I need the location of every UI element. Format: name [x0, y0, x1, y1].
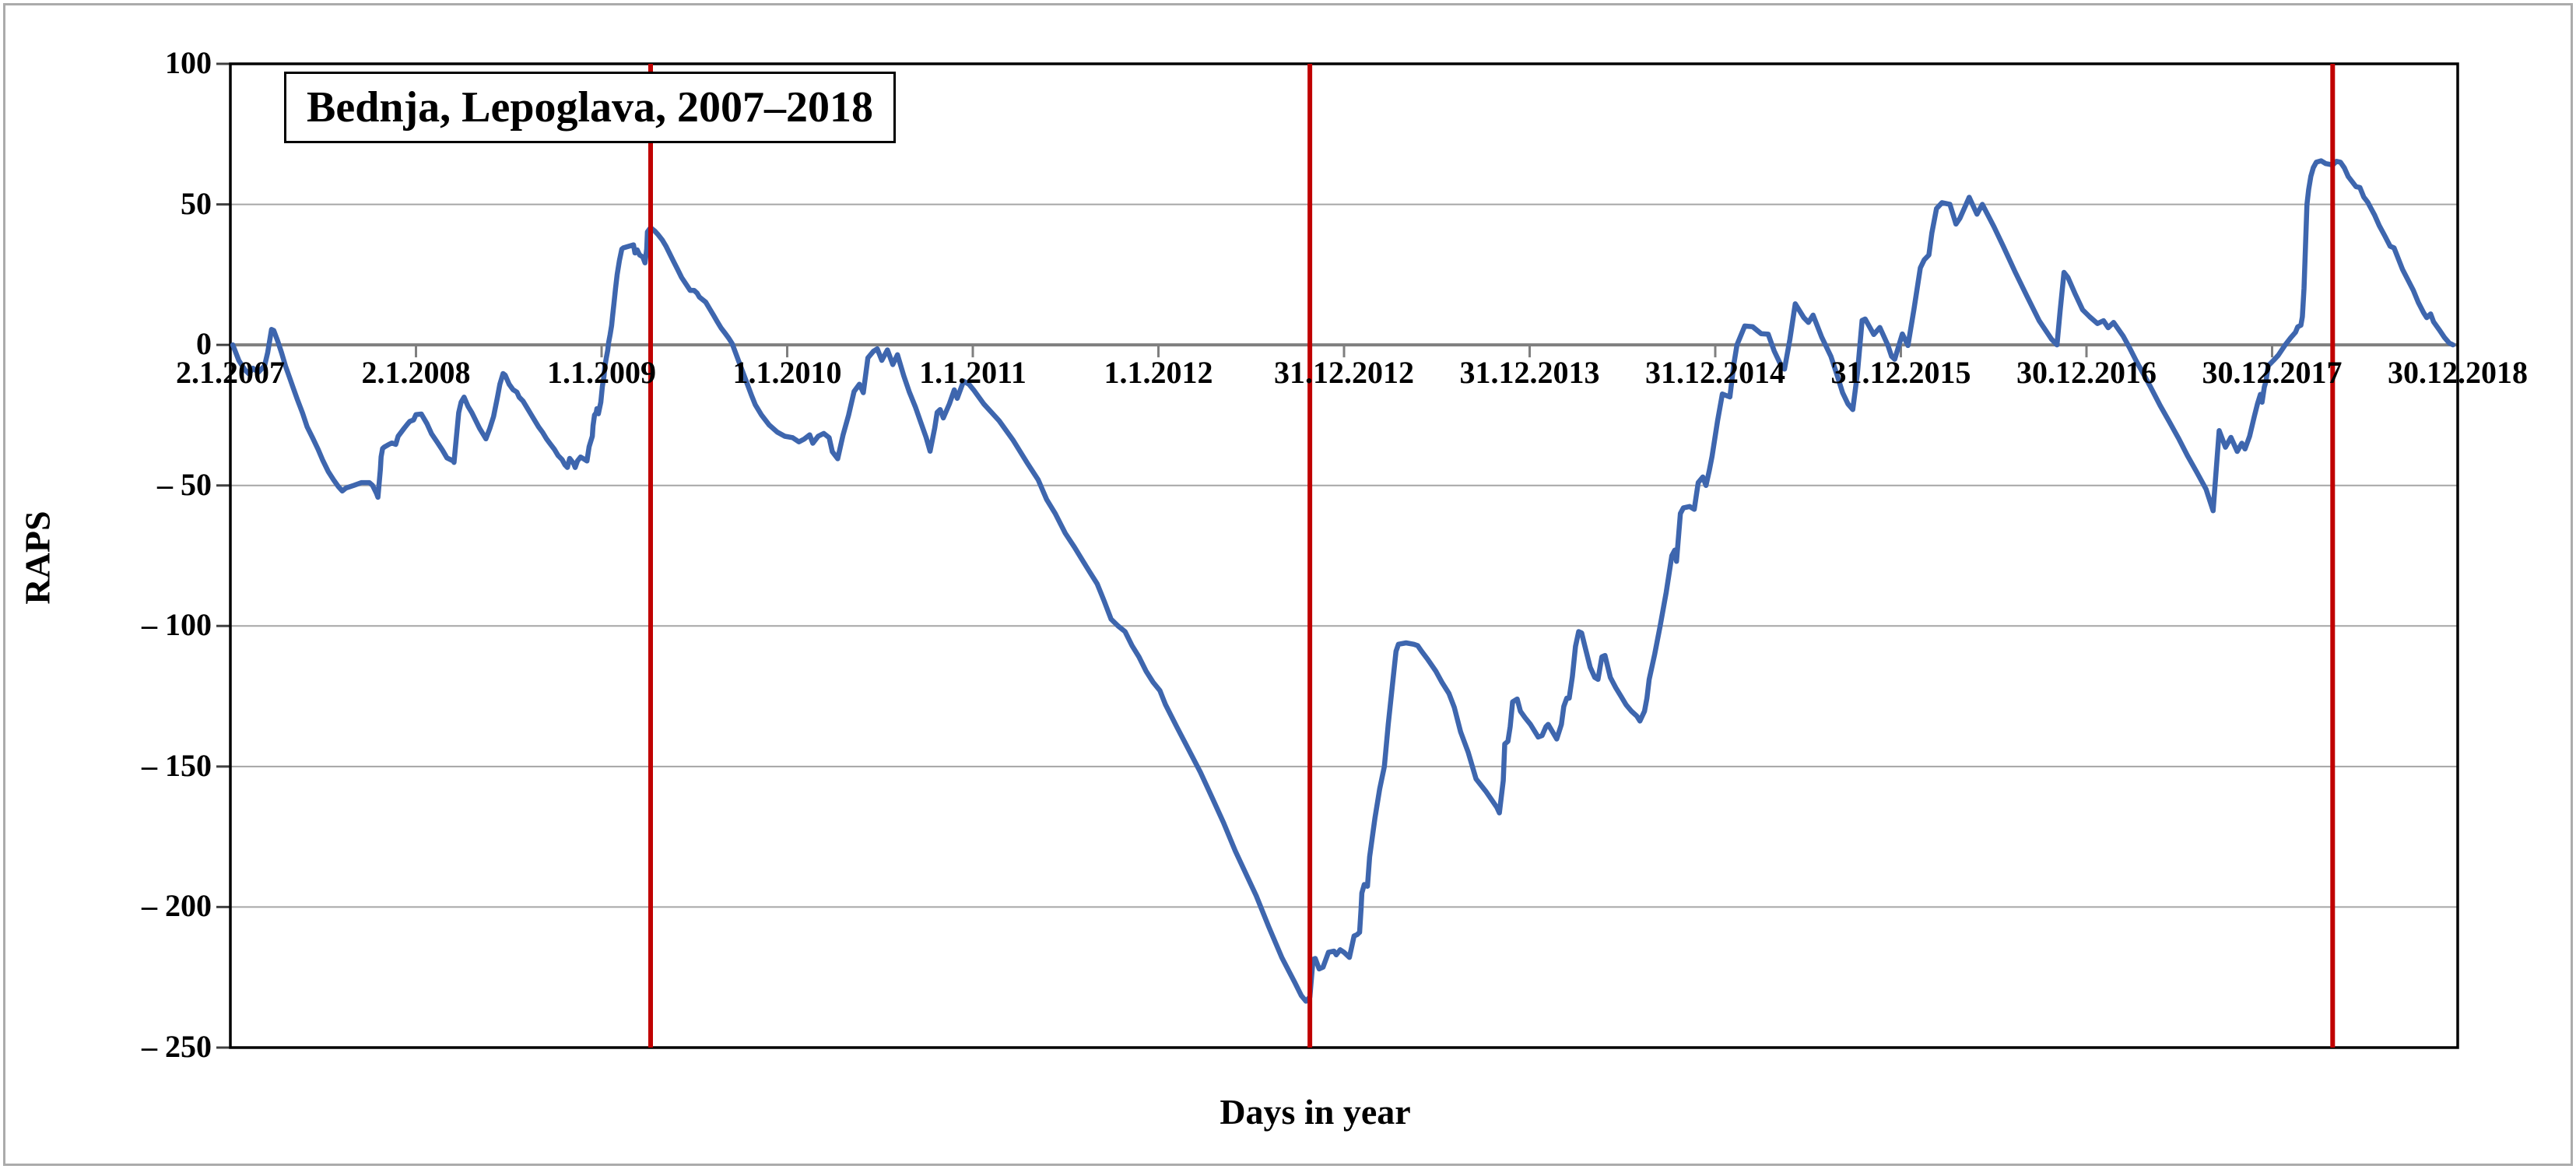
raps-series-line — [230, 158, 2456, 1004]
plot-border — [229, 62, 2459, 1049]
